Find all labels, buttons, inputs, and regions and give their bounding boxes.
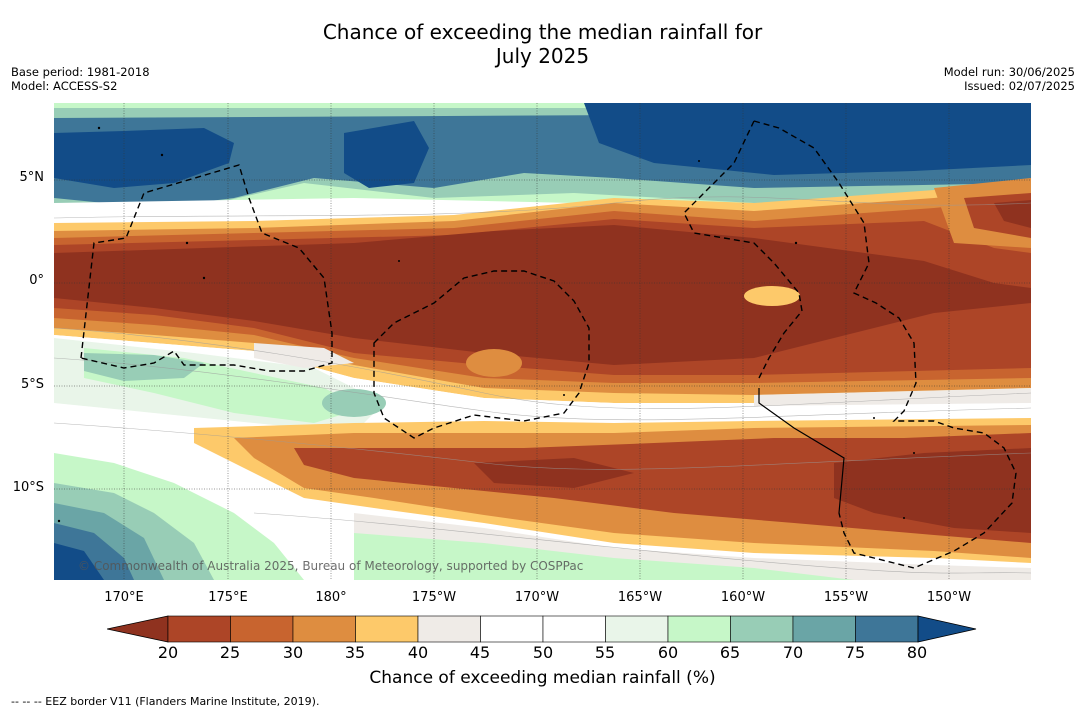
lat-label-10s: 10°S: [12, 480, 44, 495]
lat-label-0: 0°: [29, 273, 44, 288]
lon-label-150w: 150°W: [926, 590, 972, 605]
rainfall-map: [54, 103, 1031, 580]
colorbar-extension-high: [917, 615, 977, 643]
region-teal-patch: [322, 389, 386, 417]
region-lightgrey-mid-south: [754, 388, 1031, 406]
colorbar-cell: [480, 615, 544, 643]
region-darkblue-nw: [54, 128, 234, 188]
lon-label-175e: 175°E: [208, 590, 248, 605]
colorbar-extension-low: [107, 615, 169, 643]
colorbar-cell: [730, 615, 794, 643]
meta-left: Base period: 1981-2018 Model: ACCESS-S2: [11, 65, 150, 93]
colorbar-cell: [167, 615, 231, 643]
title-line-2: July 2025: [495, 44, 590, 68]
lon-label-165w: 165°W: [617, 590, 663, 605]
cbar-tick-70: 70: [782, 643, 804, 662]
model-name: Model: ACCESS-S2: [11, 79, 118, 93]
colorbar-cell: [417, 615, 481, 643]
colorbar-cell: [230, 615, 294, 643]
cbar-tick-35: 35: [344, 643, 366, 662]
map-gridlines: [54, 103, 1031, 580]
cbar-tick-45: 45: [469, 643, 491, 662]
region-darkblue-ne: [584, 103, 1031, 175]
lon-label-170e: 170°E: [104, 590, 144, 605]
cbar-tick-75: 75: [844, 643, 866, 662]
colorbar-label: Chance of exceeding median rainfall (%): [369, 668, 716, 688]
base-period: Base period: 1981-2018: [11, 65, 150, 79]
lon-label-180: 180°: [315, 590, 347, 605]
map-title: Chance of exceeding the median rainfall …: [0, 20, 1085, 68]
meta-right: Model run: 30/06/2025 Issued: 02/07/2025: [944, 65, 1075, 93]
issued-date: Issued: 02/07/2025: [964, 79, 1075, 93]
cbar-tick-65: 65: [719, 643, 741, 662]
lat-label-5n: 5°N: [19, 170, 45, 185]
region-darkred-ne: [994, 200, 1031, 228]
region-teal-west: [84, 353, 204, 381]
eez-footnote: -- -- -- EEZ border V11 (Flanders Marine…: [11, 695, 320, 708]
cbar-tick-80: 80: [906, 643, 928, 662]
cbar-tick-30: 30: [282, 643, 304, 662]
eez-border-solid: [758, 388, 845, 514]
cbar-tick-55: 55: [594, 643, 616, 662]
map-credit: © Commonwealth of Australia 2025, Bureau…: [78, 559, 584, 573]
lon-label-170w: 170°W: [514, 590, 560, 605]
colorbar-cell: [605, 615, 669, 643]
region-yellow-patch-east: [744, 286, 800, 306]
region-brown-south: [294, 433, 1031, 543]
colorbar: [107, 615, 977, 643]
cbar-tick-25: 25: [219, 643, 241, 662]
cbar-tick-40: 40: [407, 643, 429, 662]
colorbar-cell: [355, 615, 419, 643]
colorbar-cell: [542, 615, 606, 643]
cbar-tick-60: 60: [657, 643, 679, 662]
colorbar-cell: [292, 615, 356, 643]
colorbar-cell: [792, 615, 856, 643]
cbar-tick-50: 50: [532, 643, 554, 662]
contour-lines: [54, 196, 1031, 574]
region-navy-sw: [54, 543, 104, 580]
model-run: Model run: 30/06/2025: [943, 65, 1075, 79]
colorbar-cell: [667, 615, 731, 643]
cbar-tick-20: 20: [157, 643, 179, 662]
region-orange-patch-center: [466, 349, 522, 377]
region-green-south: [354, 533, 854, 580]
region-darkred-south-2: [474, 458, 634, 488]
lon-label-155w: 155°W: [823, 590, 869, 605]
region-lightgrey-west: [254, 343, 354, 368]
lon-label-160w: 160°W: [720, 590, 766, 605]
colorbar-cell: [855, 615, 919, 643]
lon-label-175w: 175°W: [411, 590, 457, 605]
island-dots: [57, 126, 915, 523]
eez-borders: [80, 120, 1017, 569]
title-line-1: Chance of exceeding the median rainfall …: [322, 20, 763, 44]
lat-label-5s: 5°S: [20, 377, 44, 392]
region-darkred-south: [834, 448, 1031, 533]
region-darkblue-mid: [344, 121, 429, 188]
